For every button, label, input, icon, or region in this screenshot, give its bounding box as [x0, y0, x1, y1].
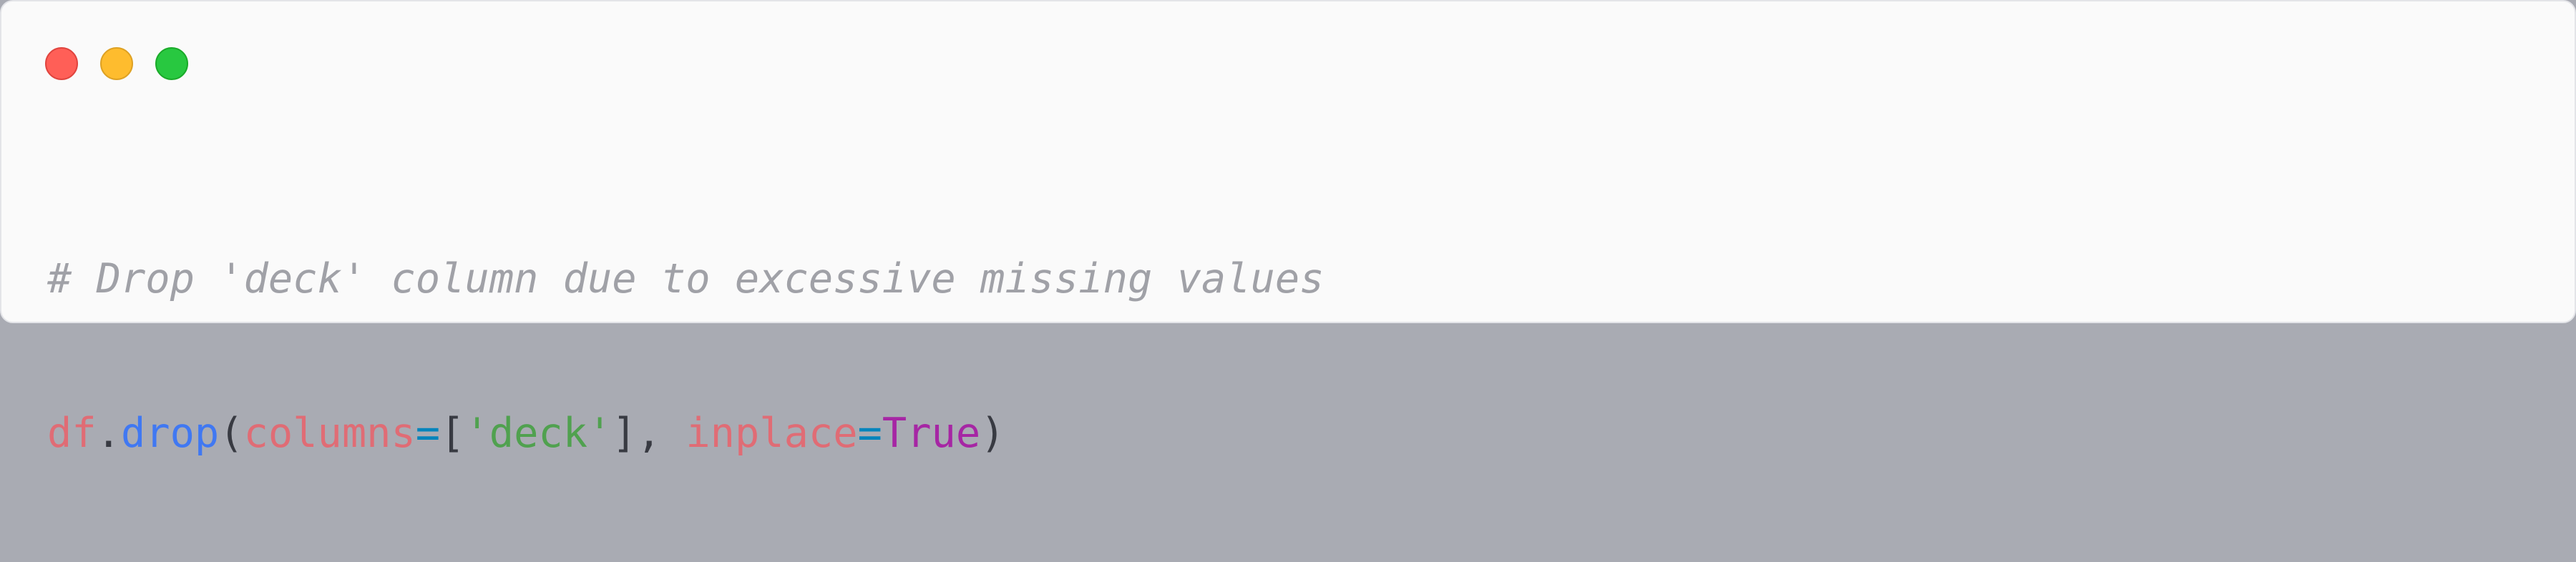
token-kwarg-inplace: inplace [686, 410, 858, 457]
token-comma: , [636, 410, 686, 457]
token-equals: = [415, 410, 441, 457]
token-dot: . [96, 410, 121, 457]
token-object: df [47, 410, 97, 457]
code-comment: # Drop 'deck' column due to excessive mi… [47, 255, 1324, 302]
token-close-bracket: ] [612, 410, 637, 457]
token-method: drop [120, 410, 220, 457]
token-open-paren: ( [219, 410, 244, 457]
token-true: True [882, 410, 981, 457]
code-block: # Drop 'deck' column due to excessive mi… [47, 150, 1324, 562]
token-equals: = [857, 410, 882, 457]
code-line: df.drop(columns=['deck'], inplace=True) [47, 408, 1324, 459]
code-window: # Drop 'deck' column due to excessive mi… [0, 0, 2576, 457]
window-controls [45, 47, 188, 80]
close-button[interactable] [45, 47, 78, 80]
maximize-button[interactable] [155, 47, 188, 80]
minimize-button[interactable] [100, 47, 133, 80]
token-close-paren: ) [980, 410, 1005, 457]
token-string-deck: 'deck' [464, 410, 613, 457]
token-kwarg-columns: columns [243, 410, 416, 457]
token-open-bracket: [ [440, 410, 465, 457]
